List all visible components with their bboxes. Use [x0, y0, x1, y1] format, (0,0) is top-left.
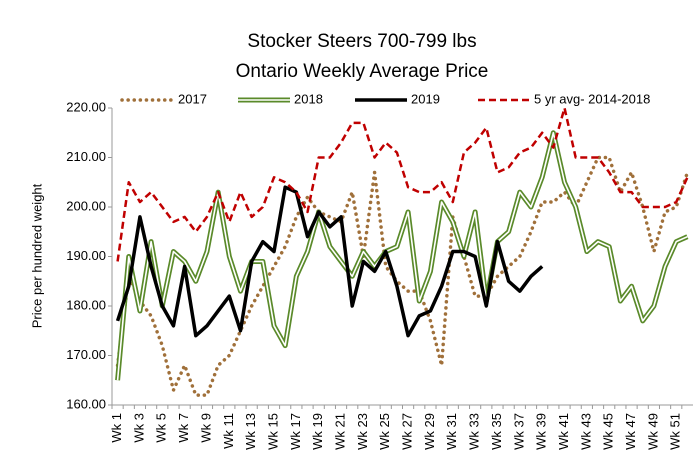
x-tick-label: Wk 1: [109, 413, 124, 443]
y-tick-label: 180.00: [66, 297, 106, 312]
series-line: [115, 130, 689, 381]
series-line: [116, 106, 689, 262]
x-tick-label: Wk 23: [355, 413, 370, 450]
x-tick-label: Wk 5: [154, 413, 169, 443]
x-tick-label: Wk 43: [578, 413, 593, 450]
x-tick-label: Wk 31: [444, 413, 459, 450]
x-tick-label: Wk 13: [243, 413, 258, 450]
series-line-inner: [116, 131, 688, 381]
x-tick-label: Wk 33: [467, 413, 482, 450]
y-tick-label: 210.00: [66, 149, 106, 164]
x-tick-label: Wk 7: [176, 413, 191, 443]
legend-label: 5 yr avg- 2014-2018: [534, 91, 650, 106]
x-tick-label: Wk 11: [221, 413, 236, 449]
x-tick-label: Wk 15: [265, 413, 280, 450]
chart-title: Stocker Steers 700-799 lbs: [247, 31, 476, 52]
legend-label: 2018: [294, 91, 323, 106]
x-tick-label: Wk 29: [422, 413, 437, 450]
x-tick-label: Wk 19: [310, 413, 325, 450]
series-line: [115, 185, 544, 338]
y-tick-label: 220.00: [66, 99, 106, 114]
y-tick-label: 160.00: [66, 396, 106, 411]
x-tick-label: Wk 9: [198, 413, 213, 443]
x-tick-label: Wk 27: [400, 413, 415, 450]
x-tick-label: Wk 35: [489, 413, 504, 450]
series-line: [115, 155, 690, 397]
x-tick-label: Wk 51: [668, 413, 683, 450]
x-tick-label: Wk 47: [623, 413, 638, 450]
legend-label: 2017: [178, 91, 207, 106]
x-tick-label: Wk 41: [556, 413, 571, 450]
x-tick-label: Wk 37: [511, 413, 526, 450]
y-axis-label: Price per hundred weight: [29, 183, 44, 328]
y-tick-label: 200.00: [66, 198, 106, 213]
x-tick-label: Wk 25: [377, 413, 392, 450]
y-tick-label: 170.00: [66, 347, 106, 362]
x-tick-label: Wk 3: [131, 413, 146, 443]
x-tick-label: Wk 21: [332, 413, 347, 450]
chart-subtitle: Ontario Weekly Average Price: [236, 61, 489, 82]
legend-label: 2019: [411, 91, 440, 106]
y-tick-label: 190.00: [66, 248, 106, 263]
x-tick-label: Wk 49: [645, 413, 660, 450]
x-tick-label: Wk 45: [601, 413, 616, 450]
x-tick-label: Wk 17: [288, 413, 303, 450]
x-tick-label: Wk 39: [534, 413, 549, 450]
